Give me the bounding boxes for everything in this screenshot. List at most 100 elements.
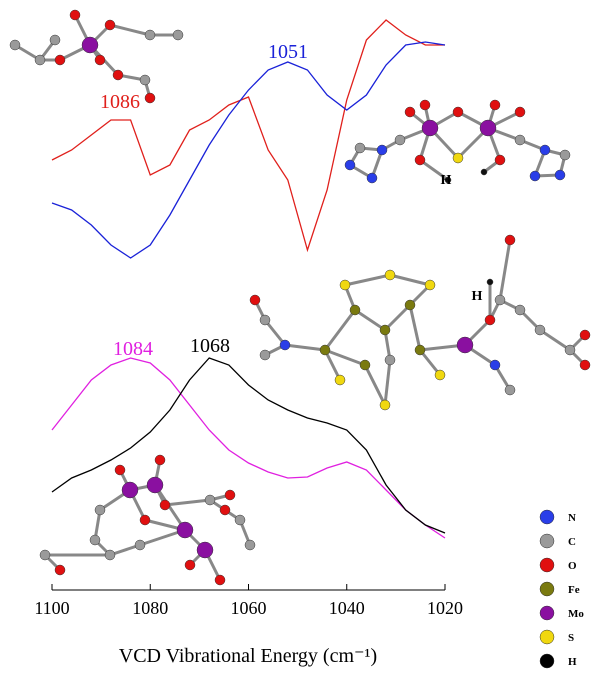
atom (139, 514, 151, 526)
bond (389, 273, 431, 287)
series-line (51, 19, 445, 253)
bond (354, 308, 386, 332)
atom (534, 324, 546, 336)
atom (564, 344, 576, 356)
atom (172, 29, 184, 41)
legend-swatch (539, 557, 555, 573)
atom (452, 152, 464, 164)
atom (554, 169, 566, 181)
atom (89, 534, 101, 546)
atom (334, 374, 346, 386)
bond (383, 303, 412, 332)
atom (112, 69, 124, 81)
atom (514, 134, 526, 146)
legend-swatch (539, 653, 555, 669)
atom (414, 154, 426, 166)
atom (424, 279, 436, 291)
atom (34, 54, 46, 66)
x-tick-label: 1100 (34, 598, 69, 618)
atom (486, 278, 494, 286)
atom (224, 489, 236, 501)
bond (418, 349, 442, 376)
atom (456, 336, 474, 354)
x-tick-label: 1040 (329, 598, 365, 618)
atom (379, 324, 391, 336)
bond (419, 158, 449, 182)
atom (54, 54, 66, 66)
peak-label: 1084 (113, 338, 153, 360)
atom (49, 34, 61, 46)
atom (121, 481, 139, 499)
atom (259, 349, 271, 361)
atom (559, 149, 571, 161)
legend-swatch (539, 533, 555, 549)
peak-label: 1086 (100, 91, 140, 113)
atom (279, 339, 291, 351)
atom (146, 476, 164, 494)
atom (384, 269, 396, 281)
legend-label: N (568, 512, 576, 524)
atom (359, 359, 371, 371)
atom (339, 279, 351, 291)
atom (366, 172, 378, 184)
atom (259, 314, 271, 326)
legend-label: O (568, 560, 577, 572)
atom (114, 464, 126, 476)
legend-label: H (568, 656, 577, 668)
legend-label: S (568, 632, 574, 644)
legend-swatch (539, 509, 555, 525)
atom (319, 344, 331, 356)
atom (354, 142, 366, 154)
bond (323, 309, 357, 351)
atom (219, 504, 231, 516)
atom (419, 99, 431, 111)
atom (249, 294, 261, 306)
legend-swatch (539, 629, 555, 645)
x-tick-label: 1020 (427, 598, 463, 618)
atom (154, 454, 166, 466)
bond (344, 273, 391, 287)
legend-label: Fe (568, 584, 580, 596)
atom (452, 106, 464, 118)
atom (176, 521, 194, 539)
atom (344, 159, 356, 171)
atom (9, 39, 21, 51)
atom (159, 499, 171, 511)
atom (504, 384, 516, 396)
atom (394, 134, 406, 146)
atom (421, 119, 439, 137)
atom (489, 99, 501, 111)
bond (383, 359, 392, 406)
legend-label: C (568, 536, 576, 548)
bond (323, 349, 342, 381)
atom (379, 399, 391, 411)
bond (324, 348, 366, 367)
atom (196, 541, 214, 559)
bond (164, 498, 211, 507)
atom (144, 92, 156, 104)
bond (363, 364, 387, 406)
series-line (51, 41, 446, 259)
atom (434, 369, 446, 381)
atom (539, 144, 551, 156)
peak-label: 1051 (268, 41, 308, 63)
bond (109, 23, 151, 37)
atom (214, 574, 226, 586)
atom (479, 119, 497, 137)
bond (408, 304, 422, 351)
atom (134, 539, 146, 551)
atom (404, 299, 416, 311)
atom (494, 294, 506, 306)
x-tick-label: 1060 (231, 598, 267, 618)
atom (480, 168, 488, 176)
atom (579, 359, 591, 371)
atom (579, 329, 591, 341)
atom (94, 54, 106, 66)
series-line (51, 357, 446, 539)
atom (444, 176, 452, 184)
atom (54, 564, 66, 576)
x-tick-label: 1080 (132, 598, 168, 618)
atom (244, 539, 256, 551)
atom (376, 144, 388, 156)
atom (104, 19, 116, 31)
